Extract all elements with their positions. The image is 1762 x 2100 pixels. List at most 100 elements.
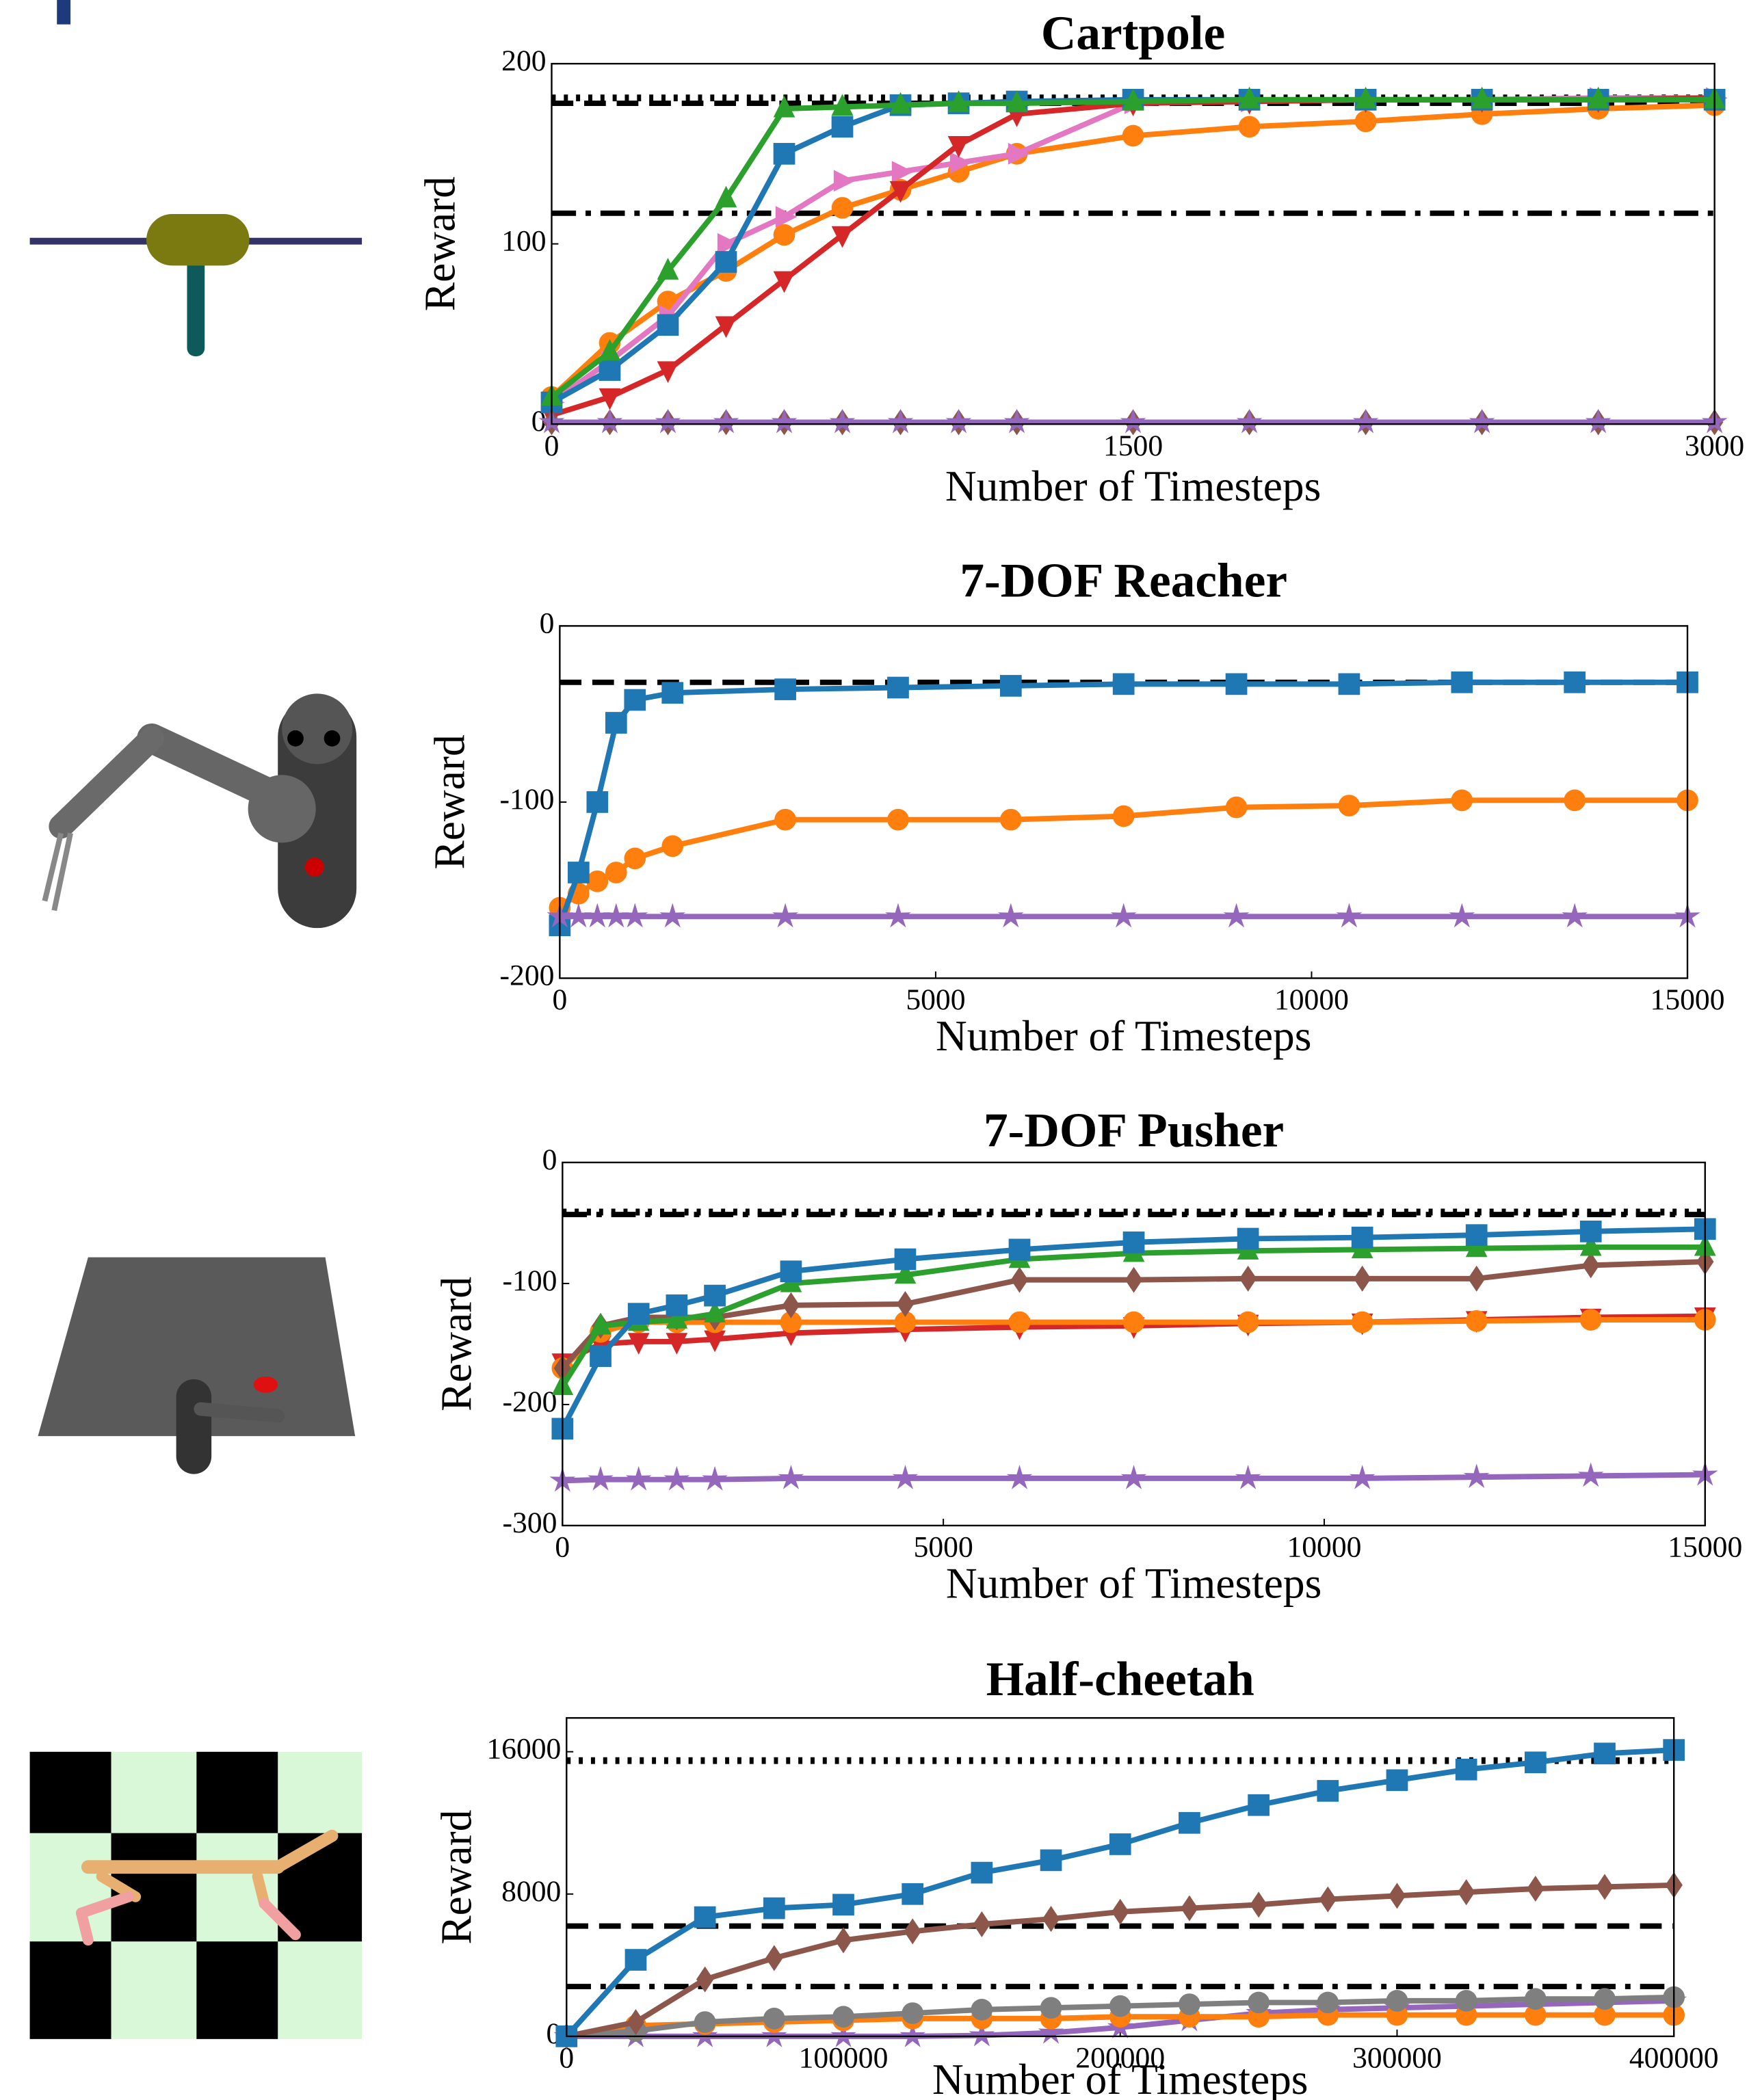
marker: [1466, 1224, 1488, 1246]
marker: [1580, 1221, 1602, 1242]
y-tick-label: -200: [503, 1385, 557, 1418]
marker: [1582, 1252, 1599, 1278]
y-tick-label: 0: [542, 1143, 557, 1176]
marker: [1468, 1266, 1485, 1292]
marker: [1239, 1266, 1257, 1292]
marker: [971, 1999, 993, 2021]
marker: [1317, 1780, 1339, 1802]
marker: [715, 251, 737, 273]
marker: [1109, 1995, 1131, 2017]
marker: [657, 314, 679, 336]
marker: [887, 677, 909, 699]
marker: [1389, 1883, 1406, 1909]
marker: [774, 678, 796, 700]
marker: [628, 1303, 650, 1325]
y-tick-label: 200: [501, 44, 546, 77]
marker: [1123, 1232, 1145, 1253]
marker: [661, 682, 683, 704]
marker: [1596, 1874, 1613, 1900]
marker: [832, 226, 854, 248]
reacher-render: [44, 693, 356, 928]
marker: [1179, 1812, 1200, 1834]
y-tick-label: 16000: [486, 1733, 561, 1766]
marker: [1451, 789, 1473, 811]
y-tick-label: -200: [500, 959, 555, 992]
marker: [832, 2006, 854, 2028]
y-tick-label: 100: [501, 225, 546, 258]
marker: [1352, 1227, 1373, 1249]
marker: [1248, 1794, 1270, 1816]
marker: [1226, 674, 1248, 695]
marker: [763, 1898, 785, 1919]
marker: [715, 317, 737, 338]
marker: [1580, 1309, 1602, 1331]
x-axis-label: Number of Timesteps: [946, 1560, 1322, 1608]
marker: [902, 2002, 923, 2024]
y-tick-label: 0: [540, 607, 555, 639]
marker: [694, 1906, 716, 1928]
marker: [774, 143, 795, 165]
marker: [1113, 674, 1135, 695]
marker: [599, 359, 621, 381]
x-tick-label: 5000: [906, 983, 965, 1016]
marker: [1248, 1992, 1270, 2014]
marker: [661, 835, 683, 857]
marker: [1226, 797, 1248, 819]
figure: Cartpole Number of Timesteps Reward 0 100 200…: [0, 0, 1762, 2100]
marker: [897, 1291, 914, 1317]
marker: [1466, 1310, 1488, 1332]
marker: [971, 1862, 993, 1884]
marker: [586, 870, 608, 892]
marker: [1339, 674, 1360, 695]
marker: [1237, 1312, 1259, 1333]
x-tick-label: 100000: [799, 2042, 889, 2075]
x-tick-label: 0: [552, 983, 567, 1016]
marker: [625, 1949, 647, 1971]
series-line: [560, 682, 1687, 925]
marker: [1451, 672, 1473, 693]
x-tick-label: 200000: [1075, 2042, 1165, 2075]
marker: [1339, 795, 1360, 816]
marker: [1000, 675, 1022, 697]
marker: [1564, 672, 1586, 693]
marker: [1179, 1993, 1200, 2015]
marker: [624, 847, 646, 869]
marker: [694, 2011, 716, 2033]
marker: [1386, 1769, 1408, 1791]
marker: [973, 1911, 990, 1937]
marker: [1458, 1879, 1475, 1905]
marker: [1011, 1267, 1028, 1293]
plot: 7-DOF ReacherNumber of TimestepsReward-2…: [425, 553, 1724, 1060]
marker: [1040, 1850, 1062, 1872]
marker: [832, 197, 854, 219]
x-tick-label: 15000: [1668, 1531, 1742, 1564]
marker: [1564, 789, 1586, 811]
marker: [1009, 1312, 1031, 1333]
chart-title: Cartpole: [1041, 6, 1225, 60]
marker: [780, 1260, 802, 1282]
corner-mark: [57, 0, 70, 25]
marker: [624, 689, 646, 711]
marker: [1352, 1312, 1373, 1333]
x-axis-label: Number of Timesteps: [945, 462, 1321, 510]
x-tick-label: 10000: [1287, 1531, 1361, 1564]
marker: [1181, 1896, 1198, 1922]
marker: [586, 791, 608, 813]
marker: [904, 1918, 921, 1944]
marker: [1456, 1990, 1477, 2012]
marker: [1009, 1239, 1031, 1261]
marker: [1123, 1312, 1145, 1333]
marker: [605, 712, 627, 734]
y-axis-label: Reward: [432, 1810, 480, 1945]
marker: [1113, 806, 1135, 827]
x-tick-label: 300000: [1352, 2042, 1442, 2075]
marker: [887, 809, 909, 831]
chart-title: 7-DOF Reacher: [960, 553, 1287, 607]
marker: [774, 224, 795, 246]
marker: [1525, 1751, 1547, 1773]
marker: [590, 1345, 612, 1367]
marker: [1319, 1887, 1337, 1913]
marker: [568, 862, 590, 883]
y-axis-label: Reward: [432, 1277, 480, 1411]
